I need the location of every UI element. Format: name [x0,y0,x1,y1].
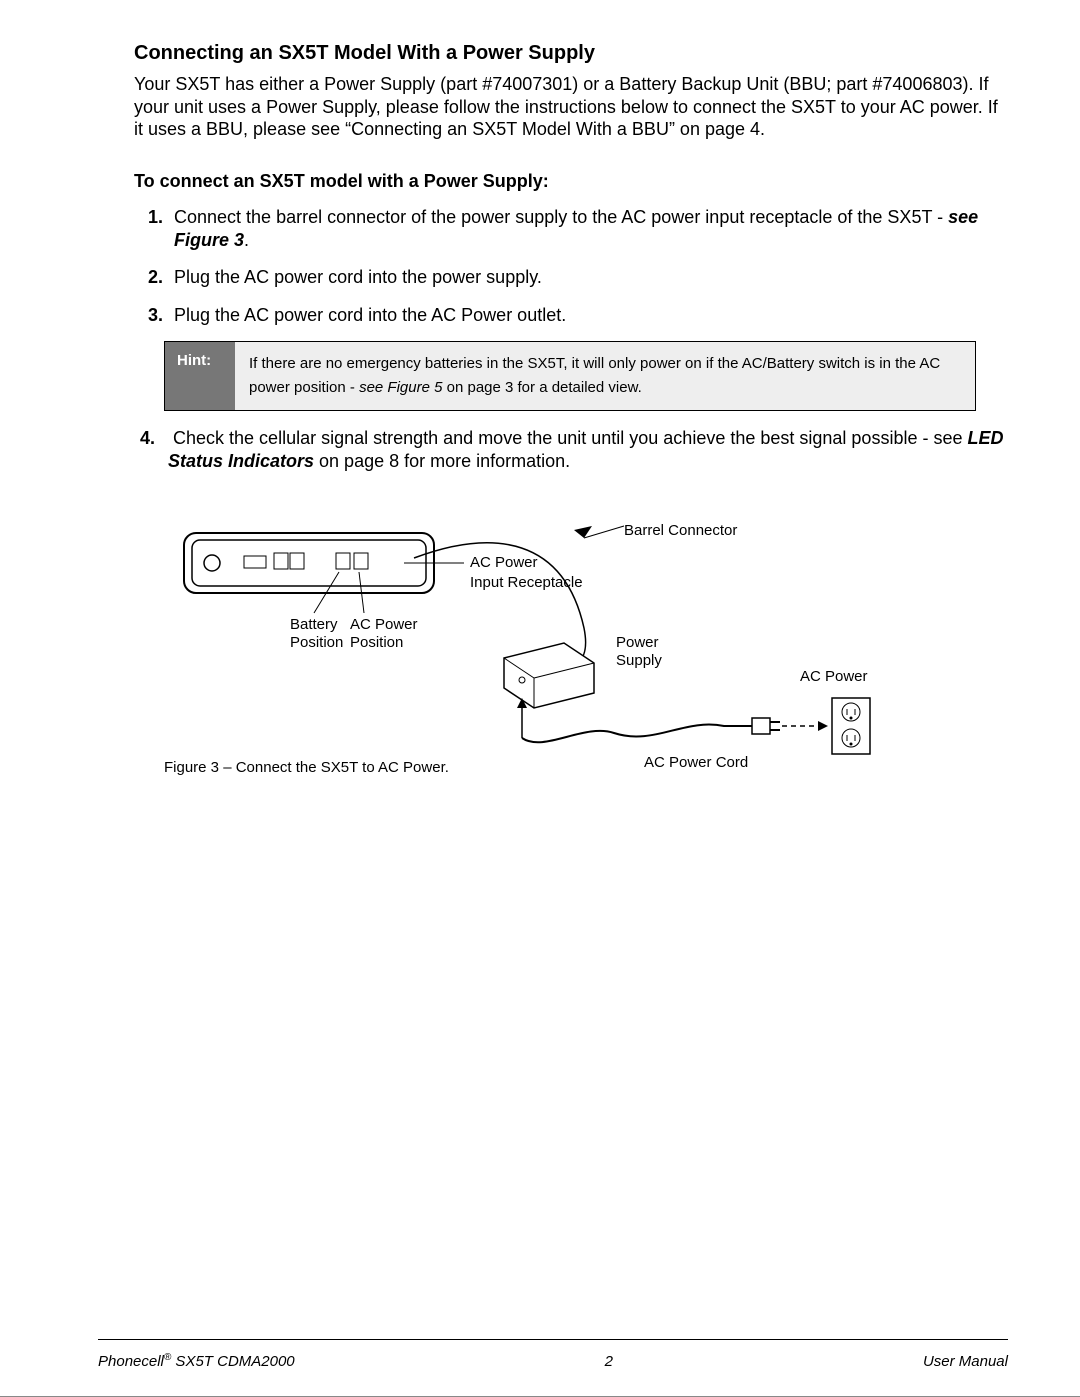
step-1-text: Connect the barrel connector of the powe… [174,207,948,227]
step-2: Plug the AC power cord into the power su… [168,266,1008,289]
step-2-text: Plug the AC power cord into the power su… [174,267,542,287]
step-4-number: 4. [140,427,168,450]
section-title: Connecting an SX5T Model With a Power Su… [134,42,1008,65]
step-3-text: Plug the AC power cord into the AC Power… [174,305,566,325]
step-4: 4. Check the cellular signal strength an… [168,427,1008,474]
step-4-text-c: on page 8 for more information. [314,451,570,471]
footer-left: Phonecell® SX5T CDMA2000 [98,1352,295,1370]
footer-left-a: Phonecell [98,1353,164,1370]
sub-heading: To connect an SX5T model with a Power Su… [134,171,1008,192]
label-power-supply-1: Power [616,634,659,652]
hint-box: Hint: If there are no emergency batterie… [164,341,976,411]
label-barrel-connector: Barrel Connector [624,522,737,540]
figure-caption-text: Connect the SX5T to AC Power. [236,759,449,776]
footer-divider [98,1339,1008,1340]
step-3: Plug the AC power cord into the AC Power… [168,304,1008,327]
figure-3: Barrel Connector AC Power Input Receptac… [164,508,884,798]
step-1-tail: . [244,230,249,250]
hint-figref: see Figure 5 [359,379,442,396]
label-power-supply-2: Supply [616,652,662,670]
hint-text: If there are no emergency batteries in t… [235,342,975,410]
figure-caption: Figure 3 – Connect the SX5T to AC Power. [164,759,449,776]
label-ac-power-cord: AC Power Cord [644,754,748,772]
figure-3-diagram [164,508,884,768]
page-footer: Phonecell® SX5T CDMA2000 2 User Manual [98,1352,1008,1370]
footer-page-number: 2 [605,1353,613,1370]
label-ac-power-pos-1: AC Power [350,616,418,634]
label-battery-pos-1: Battery [290,616,338,634]
step-1: Connect the barrel connector of the powe… [168,206,1008,253]
figure-caption-num: Figure 3 – [164,759,236,776]
steps-list: Connect the barrel connector of the powe… [134,206,1008,328]
step-4-text-a: Check the cellular signal strength and m… [173,428,967,448]
label-input-receptacle: Input Receptacle [470,574,583,592]
label-battery-pos-2: Position [290,634,343,652]
hint-part-3: on page 3 for a detailed view. [442,379,641,396]
intro-paragraph: Your SX5T has either a Power Supply (par… [134,73,1008,141]
footer-right: User Manual [923,1353,1008,1370]
label-ac-power: AC Power [470,554,538,572]
label-ac-power-outlet: AC Power [800,668,868,686]
label-ac-power-pos-2: Position [350,634,403,652]
footer-left-b: SX5T CDMA2000 [171,1353,294,1370]
manual-page: Connecting an SX5T Model With a Power Su… [0,0,1080,1397]
hint-label: Hint: [165,342,235,410]
